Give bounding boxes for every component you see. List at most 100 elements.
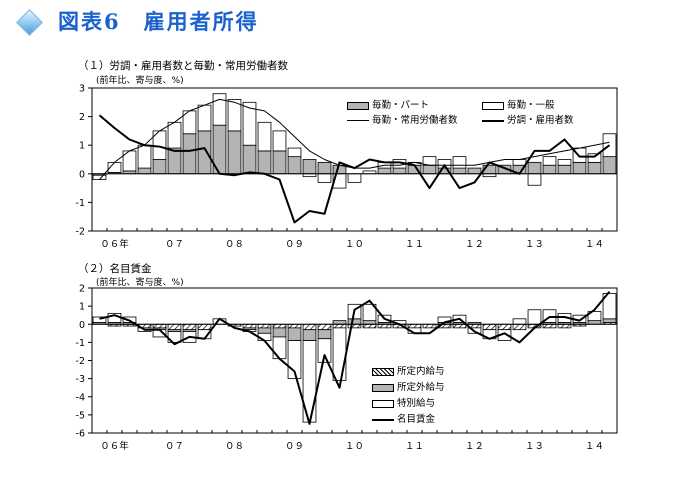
bar [92, 316, 107, 323]
x-year-label: １１ [405, 441, 424, 452]
bar [422, 164, 437, 175]
x-year-label: １２ [465, 239, 484, 250]
x-year-label: ０８ [225, 239, 244, 250]
x-year-label: ０９ [285, 441, 304, 452]
bar [242, 101, 257, 146]
bar [317, 161, 332, 175]
y-tick-label: 2 [79, 112, 85, 123]
y-tick-label: -2 [76, 356, 85, 367]
bar [347, 173, 362, 183]
y-tick-label: -1 [76, 198, 85, 209]
x-year-label: １０ [345, 441, 364, 452]
bar [542, 164, 557, 175]
y-tick-label: 1 [79, 302, 85, 313]
panel2-title: （２）名目賃金 [78, 263, 152, 275]
y-tick-label: 0 [79, 169, 85, 180]
bar [317, 329, 332, 340]
bar [137, 144, 152, 169]
bar [482, 323, 497, 331]
bar [527, 161, 542, 175]
panel2-unit-note: (前年比、寄与度、%) [96, 278, 184, 288]
x-year-label: １３ [525, 441, 544, 452]
legend-label-special: 特別給与 [397, 398, 436, 409]
bar [317, 338, 332, 363]
bar [257, 323, 272, 329]
legend-label-nominal: 名目賃金 [397, 414, 436, 425]
legend-line-nominal [372, 418, 394, 421]
bar [167, 323, 182, 331]
bar [557, 164, 572, 175]
legend-item-general: 毎勤・一般 [482, 100, 555, 112]
bar [332, 320, 347, 325]
bar [452, 156, 467, 169]
legend-line-regular [347, 120, 369, 121]
x-year-label: ０８ [225, 441, 244, 452]
header: 図表6 雇用者所得 [0, 0, 700, 46]
legend-item-special: 特別給与 [372, 398, 435, 410]
bar [152, 323, 167, 329]
bar [407, 323, 422, 329]
bar [167, 147, 182, 175]
bar [317, 173, 332, 183]
bar [242, 144, 257, 175]
legend-line-lfs [482, 119, 504, 122]
legend-swatch-general [482, 101, 504, 110]
y-tick-label: 1 [79, 141, 85, 152]
bar [257, 327, 272, 334]
bar [137, 167, 152, 175]
bar [452, 167, 467, 175]
y-tick-label: -1 [76, 338, 85, 349]
series-line [98, 114, 611, 224]
bar [602, 293, 617, 320]
bar [587, 153, 602, 163]
bar [152, 159, 167, 175]
bar [512, 323, 527, 331]
y-tick-label: -5 [76, 410, 85, 421]
y-tick-label: 3 [79, 84, 85, 95]
bar [212, 93, 227, 126]
x-year-label: １２ [465, 441, 484, 452]
bar [272, 130, 287, 152]
legend-item-scheduled: 所定内給与 [372, 366, 445, 378]
legend-swatch-scheduled [372, 367, 394, 376]
bar [272, 150, 287, 175]
bar [542, 323, 557, 329]
bar [527, 309, 542, 325]
bar [197, 130, 212, 175]
panel1-chart: 3 2 1 0 -1 -2 ０６年 ０７ ０８ ０９ １０ １１ １２ １３ １４ [76, 84, 618, 250]
y-tick-label: -6 [76, 429, 85, 440]
bar [182, 323, 197, 331]
x-year-label: ０７ [165, 239, 184, 250]
bar [557, 159, 572, 166]
y-tick-label: 2 [79, 284, 85, 295]
bar [197, 104, 212, 132]
panel2-chart: 2 1 0 -1 -2 -3 -4 -5 -6 ０６年 ０７ ０８ ０９ １０ １１ １２ １３ １４ [76, 284, 618, 452]
x-year-label: ０６年 [100, 238, 129, 250]
panel1-title: （１）労調・雇用者数と毎勤・常用労働者数 [78, 60, 288, 72]
bar [437, 159, 452, 169]
bar [542, 156, 557, 166]
bar [377, 167, 392, 175]
bar [317, 323, 332, 331]
bar [257, 121, 272, 152]
bar [512, 159, 527, 166]
bar [362, 320, 377, 325]
legend-item-overtime: 所定外給与 [372, 382, 445, 394]
bar [587, 320, 602, 325]
x-year-label: ０７ [165, 441, 184, 452]
legend-label-part: 毎勤・パート [372, 100, 430, 111]
bar [287, 147, 302, 158]
bar [332, 327, 347, 381]
bar [602, 318, 617, 323]
bar [587, 161, 602, 175]
bar [287, 327, 302, 341]
bar [467, 167, 482, 175]
bar [557, 323, 572, 329]
series-line [99, 290, 611, 425]
legend-swatch-part [347, 101, 369, 110]
bar [272, 323, 287, 329]
bar [257, 150, 272, 175]
bar [452, 323, 467, 329]
x-year-label: １１ [405, 239, 424, 250]
